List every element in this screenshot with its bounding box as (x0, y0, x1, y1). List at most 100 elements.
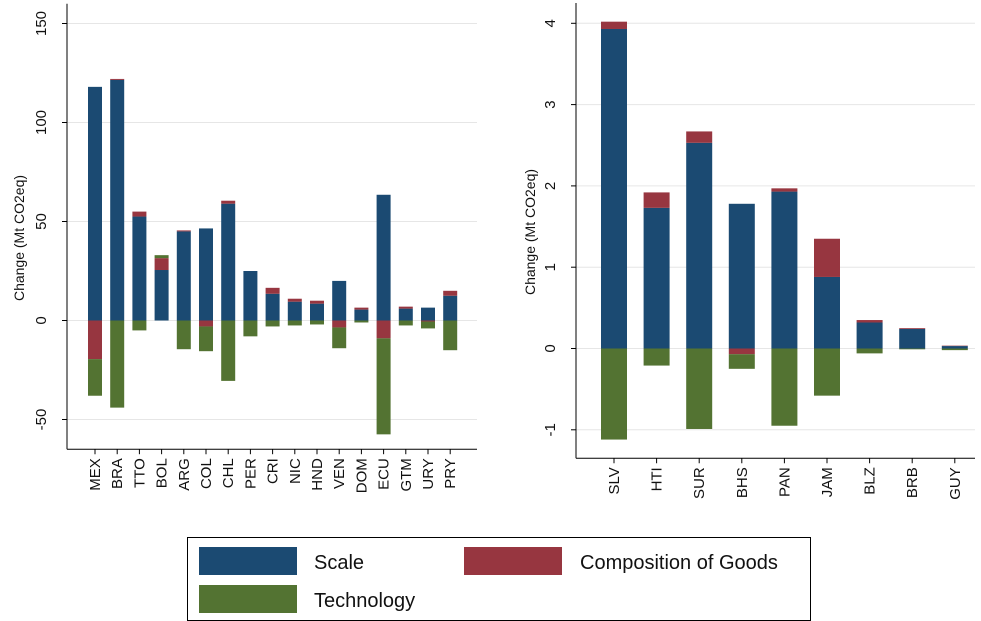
x-tick-label-chl: CHL (220, 458, 237, 488)
bar-scale-bhs (728, 203, 755, 349)
bar-scale-ury (421, 307, 435, 321)
bar-technology-ecu (376, 338, 391, 435)
bar-scale-cri (265, 293, 280, 321)
bar-technology-sur (686, 348, 713, 429)
bar-scale-ecu (376, 194, 391, 321)
bar-composition-pan (771, 188, 798, 192)
y-axis-title: Change (Mt CO2eq) (11, 175, 27, 301)
bar-composition-tto (132, 211, 147, 217)
bar-scale-hti (643, 207, 670, 349)
x-tick-label-gtm: GTM (398, 458, 415, 491)
bar-composition-gtm (398, 306, 413, 309)
x-tick-label-jam: JAM (819, 467, 836, 497)
bar-composition-brb (899, 328, 926, 329)
legend-label-scale: Scale (314, 552, 364, 574)
bar-composition-ury (421, 320, 435, 322)
y-tick-label: 150 (33, 11, 50, 36)
bar-scale-hnd (310, 303, 324, 321)
bar-technology-chl (221, 320, 236, 381)
y-tick-label: 0 (542, 344, 559, 352)
bar-composition-cri (265, 287, 280, 294)
bar-scale-nic (287, 301, 302, 321)
bar-technology-tto (132, 320, 147, 331)
x-tick-label-dom: DOM (353, 458, 370, 493)
x-tick-label-cri: CRI (265, 458, 282, 484)
bar-technology-guy (941, 348, 968, 351)
bar-scale-jam (814, 276, 840, 349)
bar-scale-guy (941, 346, 968, 349)
bar-technology-hti (643, 348, 670, 366)
bar-scale-per (243, 271, 258, 321)
x-tick-label-brb: BRB (904, 467, 921, 498)
bar-technology-bhs (728, 354, 755, 369)
bar-composition-slv (601, 21, 627, 29)
x-tick-label-per: PER (242, 458, 259, 489)
bar-technology-dom (354, 320, 369, 323)
bar-scale-mex (88, 86, 102, 321)
x-tick-label-col: COL (198, 458, 215, 489)
bar-composition-sur (686, 131, 713, 143)
bar-composition-chl (221, 200, 236, 204)
x-tick-label-ecu: ECU (376, 458, 393, 490)
bar-scale-dom (354, 309, 369, 321)
x-tick-label-ury: URY (420, 458, 437, 489)
x-tick-label-pan: PAN (776, 467, 793, 497)
bar-technology-pry (443, 320, 458, 351)
legend: Scale Composition of Goods Technology (187, 537, 811, 621)
x-tick-label-blz: BLZ (862, 467, 879, 495)
y-axis-title: Change (Mt CO2eq) (522, 169, 538, 295)
bar-technology-jam (814, 348, 840, 396)
y-tick-label: 3 (542, 100, 559, 108)
bar-technology-per (243, 320, 258, 337)
x-tick-label-guy: GUY (947, 467, 964, 500)
bar-composition-mex (88, 320, 102, 360)
y-tick-label: 100 (33, 110, 50, 135)
bar-technology-blz (856, 348, 883, 354)
legend-label-technology: Technology (314, 590, 415, 612)
bar-scale-chl (221, 203, 236, 321)
y-tick-label: 1 (542, 263, 559, 271)
x-tick-label-hti: HTI (649, 467, 666, 491)
x-tick-label-bol: BOL (154, 458, 171, 488)
bar-composition-nic (287, 298, 302, 302)
bar-scale-arg (176, 231, 191, 321)
bar-composition-blz (856, 320, 883, 323)
x-tick-label-ven: VEN (331, 458, 348, 489)
bar-technology-cri (265, 320, 280, 327)
bar-composition-ecu (376, 320, 391, 339)
y-tick-label: 0 (33, 316, 50, 324)
bar-technology-gtm (398, 320, 413, 326)
bar-technology-bra (110, 320, 125, 408)
bar-scale-gtm (398, 308, 413, 321)
bar-technology-pan (771, 348, 798, 426)
legend-swatch-technology (199, 585, 297, 613)
x-tick-label-arg: ARG (176, 458, 193, 491)
x-tick-label-hnd: HND (309, 458, 326, 491)
bar-scale-col (199, 228, 213, 321)
bar-composition-hti (643, 192, 670, 208)
bar-scale-tto (132, 216, 147, 321)
bar-scale-pry (443, 295, 458, 321)
bar-technology-mex (88, 359, 102, 396)
x-tick-label-mex: MEX (87, 458, 104, 491)
bar-scale-sur (686, 142, 713, 349)
bar-technology-ven (332, 327, 347, 349)
bar-technology-col (199, 326, 213, 352)
y-tick-label: 2 (542, 182, 559, 190)
bar-scale-bol (154, 270, 169, 321)
y-tick-label: 4 (542, 19, 559, 27)
bar-scale-brb (899, 328, 926, 349)
legend-label-composition: Composition of Goods (580, 552, 778, 574)
bar-composition-bol (154, 258, 169, 271)
x-tick-label-pry: PRY (442, 458, 459, 489)
bar-composition-pry (443, 290, 458, 296)
bar-technology-nic (287, 320, 302, 326)
x-tick-label-sur: SUR (691, 467, 708, 499)
x-tick-label-tto: TTO (131, 458, 148, 488)
bar-technology-hnd (310, 320, 324, 325)
bar-composition-hnd (310, 300, 324, 304)
bar-composition-bhs (728, 348, 755, 355)
x-tick-label-slv: SLV (606, 467, 623, 494)
bar-composition-jam (814, 238, 840, 277)
x-tick-label-bra: BRA (109, 458, 126, 489)
